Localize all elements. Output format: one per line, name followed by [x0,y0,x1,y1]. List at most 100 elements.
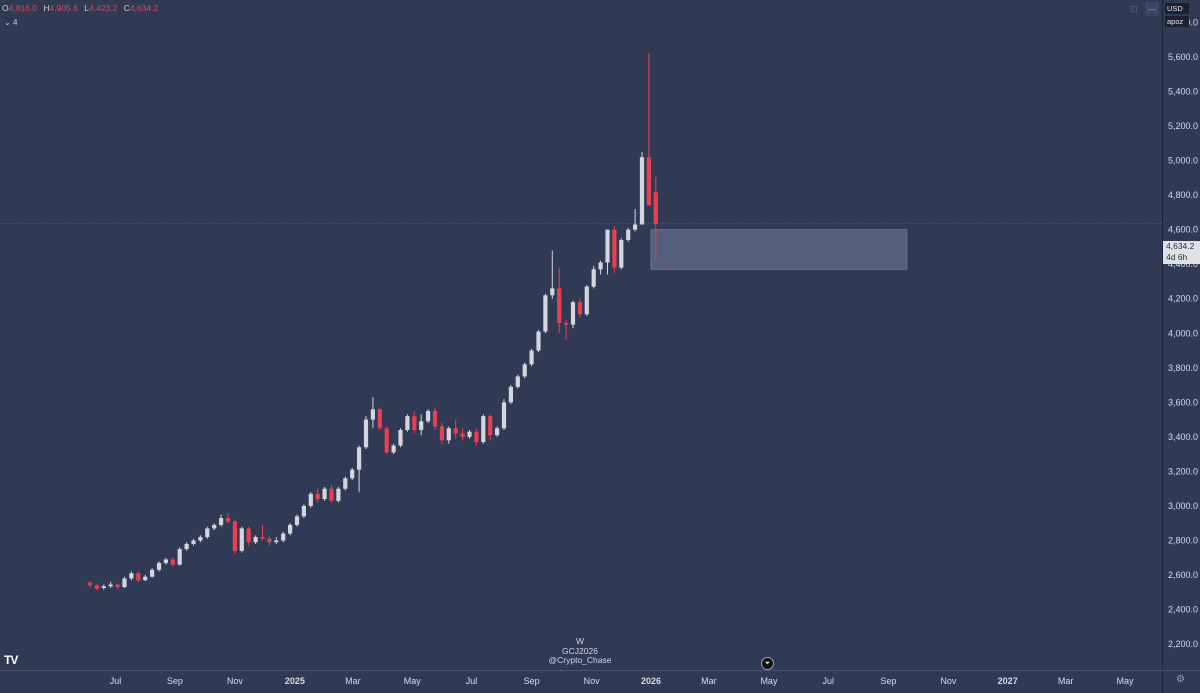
candle[interactable] [584,284,589,317]
candle[interactable] [391,443,396,455]
x-tick-label: Mar [1058,676,1074,686]
supply-demand-zone[interactable] [650,229,908,270]
candle[interactable] [156,561,162,572]
candle[interactable] [163,557,168,565]
candle[interactable] [501,398,507,430]
currency-button[interactable]: USD [1165,3,1189,14]
candle[interactable] [370,397,375,429]
candle[interactable] [94,583,99,591]
candle[interactable] [301,504,306,519]
candle[interactable] [508,385,513,405]
gear-icon[interactable]: ⚙ [1176,674,1185,685]
candle[interactable] [481,414,486,444]
candle[interactable] [288,523,293,536]
tradingview-logo[interactable]: TV [4,653,18,667]
indicator-toggle[interactable]: ⌄ 4 [4,18,17,27]
y-tick-label: 4,600.0 [1168,225,1198,235]
candle[interactable] [522,362,527,379]
minimize-icon[interactable]: — [1145,2,1159,16]
candle[interactable] [488,414,493,441]
candle[interactable] [550,250,555,299]
candle[interactable] [274,537,279,544]
candle[interactable] [453,419,458,439]
candle[interactable] [626,227,631,242]
candle[interactable] [177,547,182,566]
candle[interactable] [205,526,210,539]
candle[interactable] [474,428,479,446]
candle[interactable] [419,414,424,436]
candle[interactable] [612,226,617,273]
candle[interactable] [557,267,562,334]
candle[interactable] [129,571,134,581]
candle[interactable] [246,526,251,546]
candle[interactable] [598,260,603,275]
candle[interactable] [646,53,651,206]
scale-button[interactable]: apoz [1165,16,1189,27]
candle[interactable] [122,576,127,588]
candle[interactable] [529,348,534,367]
candle[interactable] [570,300,576,329]
candle[interactable] [108,581,113,588]
candle[interactable] [198,535,203,543]
candle[interactable] [439,423,444,444]
y-tick-label: 3,600.0 [1168,397,1198,407]
candle[interactable] [412,410,417,434]
candle[interactable] [605,229,610,275]
candle[interactable] [633,208,638,232]
candle[interactable] [432,407,438,430]
candle[interactable] [308,492,313,508]
candle[interactable] [253,535,258,544]
lock-icon[interactable]: ⊡ [1130,4,1138,14]
candle-body [274,540,279,543]
candle[interactable] [377,407,382,430]
candle[interactable] [184,542,189,551]
candle[interactable] [495,426,500,437]
candle[interactable] [639,151,645,225]
candle[interactable] [87,581,93,588]
candle[interactable] [384,426,389,455]
candle[interactable] [260,524,265,541]
candle[interactable] [239,526,244,553]
candle[interactable] [564,319,569,341]
goto-realtime-icon[interactable]: ⏷ [761,657,774,670]
candle[interactable] [426,409,431,424]
candle[interactable] [329,485,334,503]
candle[interactable] [115,583,120,589]
candle[interactable] [170,557,175,567]
candle[interactable] [315,488,320,503]
candle[interactable] [467,429,472,439]
candle[interactable] [101,584,106,590]
time-axis-bg[interactable] [0,670,1162,693]
candle[interactable] [357,445,362,493]
candle[interactable] [143,575,148,582]
candle[interactable] [343,476,348,491]
candle[interactable] [219,514,224,527]
candle[interactable] [460,428,465,441]
candle[interactable] [405,414,410,432]
candle[interactable] [446,426,451,444]
candle[interactable] [225,512,231,524]
candle[interactable] [363,416,369,449]
candle[interactable] [536,329,541,353]
candle[interactable] [232,519,237,555]
candle[interactable] [515,374,520,389]
candle[interactable] [136,571,141,582]
candle[interactable] [294,514,300,527]
candle[interactable] [191,538,196,546]
candle[interactable] [543,293,548,334]
candle[interactable] [322,486,327,501]
candle[interactable] [653,176,658,261]
candle[interactable] [619,238,624,270]
candle[interactable] [398,428,403,448]
candle[interactable] [336,486,341,503]
candle[interactable] [150,568,155,578]
y-tick-label: 5,400.0 [1168,87,1198,97]
candle[interactable] [267,535,272,546]
candle[interactable] [350,467,355,481]
candle[interactable] [281,531,286,543]
candle-body [536,331,541,351]
candle[interactable] [212,523,217,531]
candle[interactable] [577,298,582,318]
candle[interactable] [591,265,596,289]
